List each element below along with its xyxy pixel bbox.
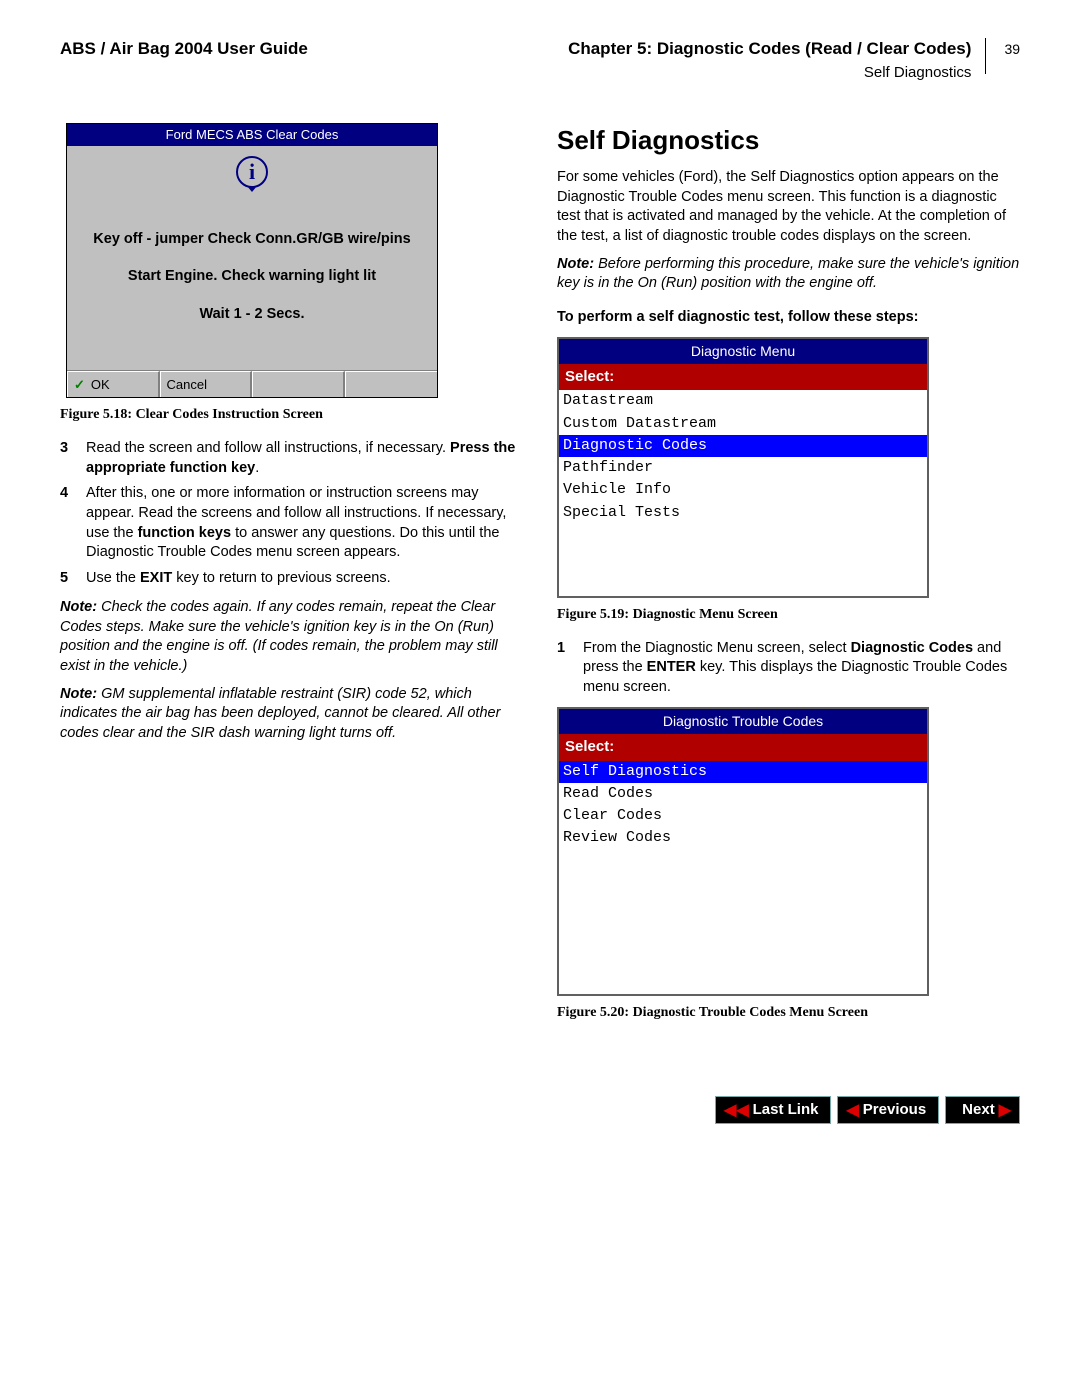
fig518-line2: Start Engine. Check warning light lit — [75, 267, 429, 287]
fig519-rows: DatastreamCustom DatastreamDiagnostic Co… — [559, 390, 927, 596]
menu-item[interactable]: Read Codes — [559, 783, 927, 805]
menu-item[interactable]: Review Codes — [559, 827, 927, 849]
fig-518-screenshot: Ford MECS ABS Clear Codes i Key off - ju… — [66, 123, 438, 398]
check-icon: ✓ — [74, 376, 85, 394]
next-button[interactable]: Next▶ — [945, 1096, 1020, 1124]
fig518-body: i Key off - jumper Check Conn.GR/GB wire… — [67, 146, 437, 371]
fig519-titlebar: Diagnostic Menu — [559, 339, 927, 364]
fig518-line1: Key off - jumper Check Conn.GR/GB wire/p… — [75, 230, 429, 250]
intro-paragraph: For some vehicles (Ford), the Self Diagn… — [557, 168, 1020, 246]
right-note: Note: Before performing this procedure, … — [557, 255, 1020, 294]
info-icon: i — [236, 156, 268, 188]
arrow-right-icon: ▶ — [999, 1100, 1011, 1122]
empty-button-2 — [345, 371, 438, 397]
fig519-select: Select: — [559, 364, 927, 390]
step-num: 1 — [557, 639, 571, 698]
step-num: 3 — [60, 439, 74, 478]
empty-button-1 — [252, 371, 345, 397]
menu-item[interactable]: Special Tests — [559, 502, 927, 524]
fig-519-screenshot: Diagnostic Menu Select: DatastreamCustom… — [557, 337, 929, 598]
previous-button[interactable]: ◀Previous — [837, 1096, 939, 1124]
menu-item[interactable]: Custom Datastream — [559, 413, 927, 435]
chapter-title: Chapter 5: Diagnostic Codes (Read / Clea… — [568, 39, 971, 58]
left-steps: 3 Read the screen and follow all instruc… — [60, 439, 523, 588]
arrow-left-icon: ◀◀ — [724, 1100, 749, 1122]
fig518-buttonrow: ✓ OK Cancel — [67, 370, 437, 397]
step-1: 1 From the Diagnostic Menu screen, selec… — [557, 639, 1020, 698]
fig518-caption: Figure 5.18: Clear Codes Instruction Scr… — [60, 406, 523, 425]
nav-label: Next — [962, 1100, 995, 1120]
header-separator — [985, 38, 986, 74]
ok-button[interactable]: ✓ OK — [67, 371, 160, 397]
step-3: 3 Read the screen and follow all instruc… — [60, 439, 523, 478]
step-text: Use the EXIT key to return to previous s… — [86, 569, 523, 589]
last-link-button[interactable]: ◀◀Last Link — [715, 1096, 831, 1124]
step-text: After this, one or more information or i… — [86, 484, 523, 562]
right-column: Self Diagnostics For some vehicles (Ford… — [557, 123, 1020, 1036]
nav-buttons: ◀◀Last Link ◀Previous Next▶ — [60, 1096, 1020, 1124]
fig518-titlebar: Ford MECS ABS Clear Codes — [67, 124, 437, 146]
menu-item[interactable]: Clear Codes — [559, 805, 927, 827]
right-steps: 1 From the Diagnostic Menu screen, selec… — [557, 639, 1020, 698]
menu-item[interactable]: Vehicle Info — [559, 479, 927, 501]
note-1: Note: Check the codes again. If any code… — [60, 598, 523, 676]
page-header: ABS / Air Bag 2004 User Guide Chapter 5:… — [60, 38, 1020, 83]
fig520-select: Select: — [559, 734, 927, 760]
menu-item[interactable]: Datastream — [559, 390, 927, 412]
header-right: Chapter 5: Diagnostic Codes (Read / Clea… — [568, 38, 971, 83]
menu-item[interactable]: Pathfinder — [559, 457, 927, 479]
page-number: 39 — [1004, 40, 1020, 59]
fig519-caption: Figure 5.19: Diagnostic Menu Screen — [557, 606, 1020, 625]
menu-item[interactable]: Diagnostic Codes — [559, 435, 927, 457]
step-4: 4 After this, one or more information or… — [60, 484, 523, 562]
fig520-titlebar: Diagnostic Trouble Codes — [559, 709, 927, 734]
header-left: ABS / Air Bag 2004 User Guide — [60, 38, 314, 61]
cancel-label: Cancel — [167, 376, 207, 394]
perform-line: To perform a self diagnostic test, follo… — [557, 308, 1020, 328]
ok-label: OK — [91, 376, 110, 394]
nav-label: Previous — [863, 1100, 926, 1120]
step-num: 5 — [60, 569, 74, 589]
header-sub: Self Diagnostics — [568, 63, 971, 83]
note-2: Note: GM supplemental inflatable restrai… — [60, 685, 523, 744]
nav-label: Last Link — [753, 1100, 819, 1120]
cancel-button[interactable]: Cancel — [160, 371, 253, 397]
fig518-line3: Wait 1 - 2 Secs. — [75, 305, 429, 325]
step-num: 4 — [60, 484, 74, 562]
left-column: Ford MECS ABS Clear Codes i Key off - ju… — [60, 123, 523, 1036]
fig520-caption: Figure 5.20: Diagnostic Trouble Codes Me… — [557, 1004, 1020, 1023]
fig-520-screenshot: Diagnostic Trouble Codes Select: Self Di… — [557, 707, 929, 995]
menu-item[interactable]: Self Diagnostics — [559, 761, 927, 783]
section-heading: Self Diagnostics — [557, 123, 1020, 158]
fig520-rows: Self DiagnosticsRead CodesClear CodesRev… — [559, 761, 927, 994]
step-text: Read the screen and follow all instructi… — [86, 439, 523, 478]
arrow-left-icon: ◀ — [846, 1100, 858, 1122]
step-text: From the Diagnostic Menu screen, select … — [583, 639, 1020, 698]
step-5: 5 Use the EXIT key to return to previous… — [60, 569, 523, 589]
